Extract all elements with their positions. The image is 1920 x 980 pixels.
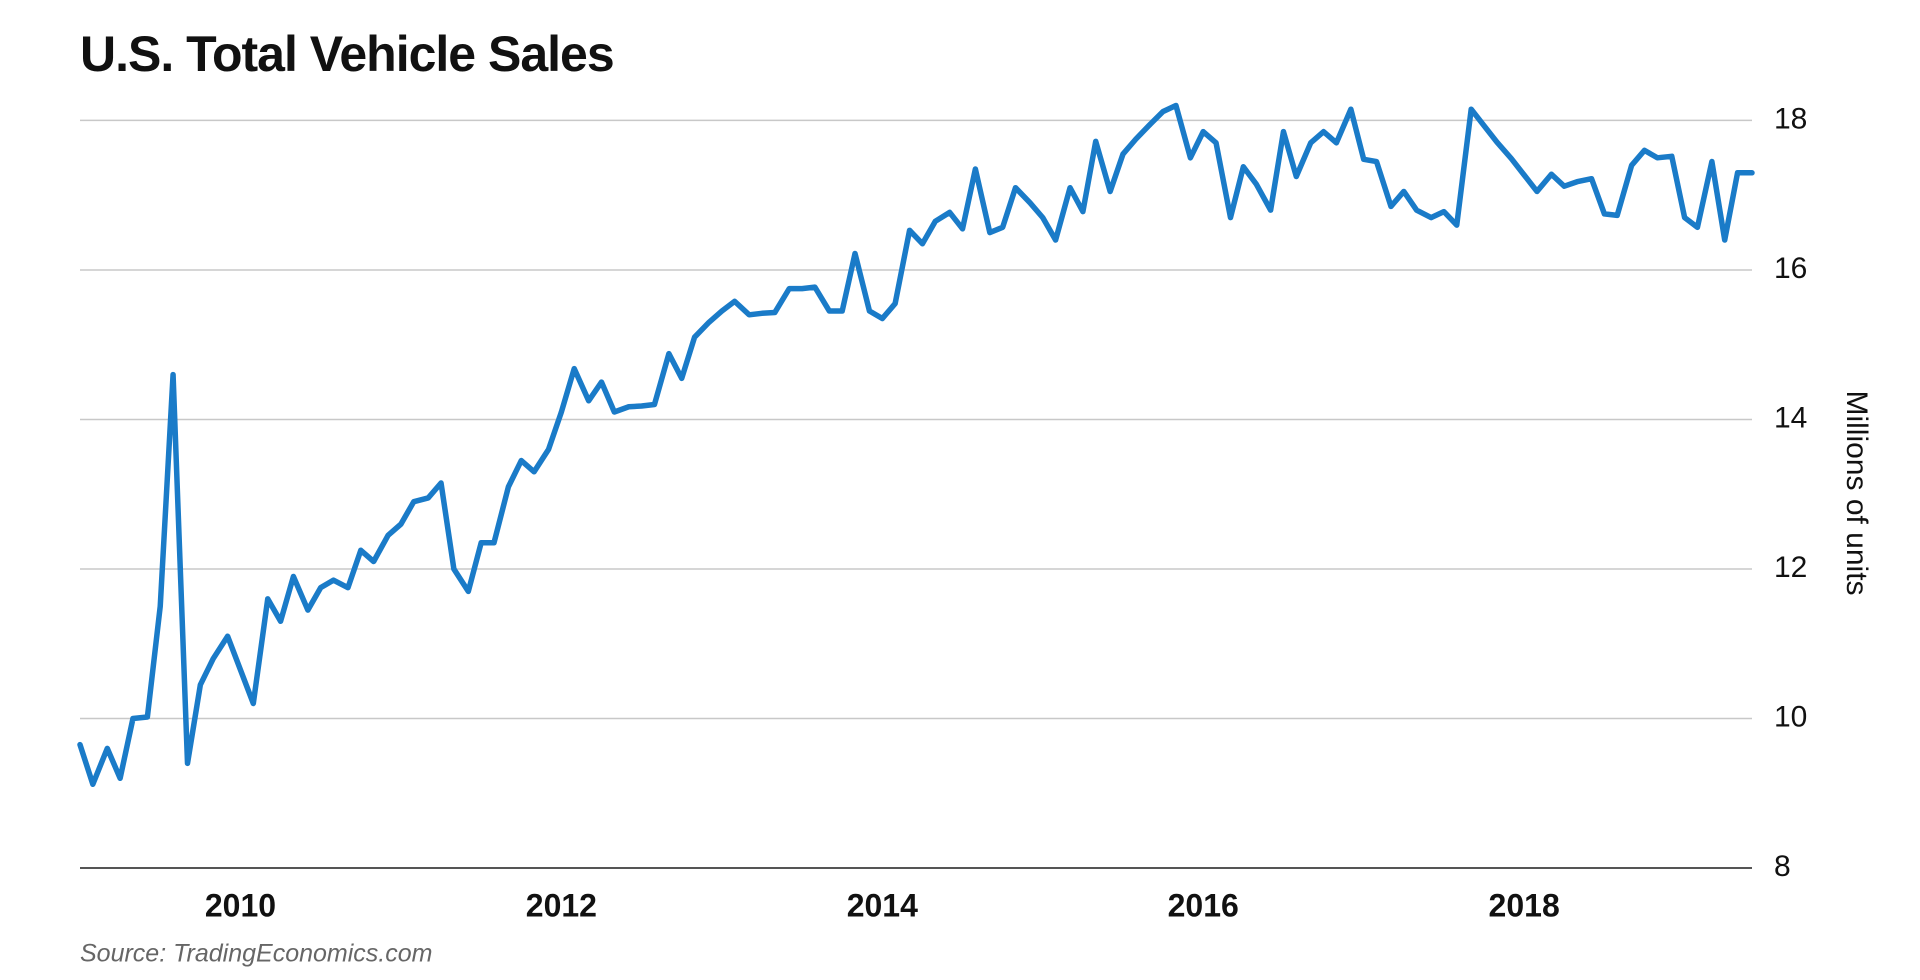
x-tick-label: 2018 bbox=[1489, 887, 1560, 923]
y-tick-label: 18 bbox=[1774, 102, 1807, 135]
data-line bbox=[77, 102, 1755, 788]
y-tick-label: 10 bbox=[1774, 700, 1807, 733]
x-tick-label: 2010 bbox=[205, 887, 276, 923]
x-tick-label: 2014 bbox=[847, 887, 918, 923]
x-tick-label: 2012 bbox=[526, 887, 597, 923]
y-tick-label: 12 bbox=[1774, 551, 1807, 584]
y-tick-label: 16 bbox=[1774, 252, 1807, 285]
y-tick-label: 8 bbox=[1774, 850, 1791, 883]
source-note: Source: TradingEconomics.com bbox=[80, 940, 432, 968]
y-tick-label: 14 bbox=[1774, 401, 1807, 434]
y-axis-title: Millions of units bbox=[1840, 390, 1873, 595]
x-tick-label: 2016 bbox=[1168, 887, 1239, 923]
chart-title: U.S. Total Vehicle Sales bbox=[80, 26, 614, 82]
